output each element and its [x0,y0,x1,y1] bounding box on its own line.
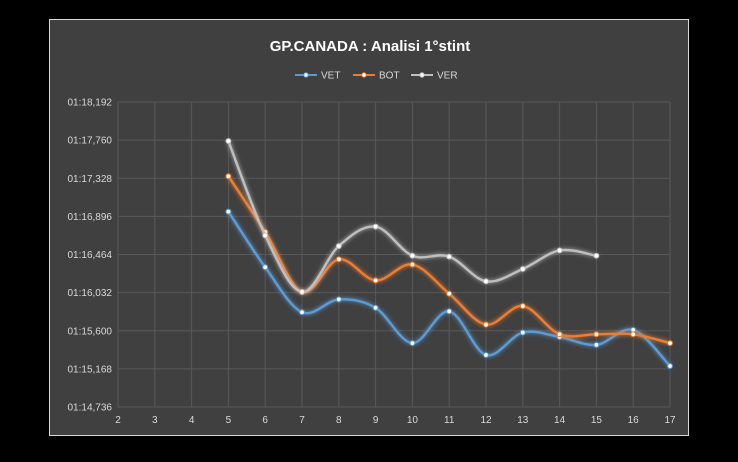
x-tick-label: 16 [628,415,640,426]
x-tick-label: 3 [152,415,158,426]
y-tick-label: 01:16,032 [68,288,113,299]
data-point-ver [593,252,600,259]
x-tick-label: 5 [226,415,232,426]
x-tick-label: 15 [591,415,603,426]
data-point-vet [519,329,526,336]
legend-marker-vet [303,72,309,78]
data-point-vet [409,340,416,347]
data-point-bot [519,303,526,309]
data-point-ver [335,243,342,249]
legend-label-ver: VER [437,71,458,82]
x-tick-label: 8 [336,415,342,426]
legend-label-bot: BOT [379,71,400,82]
legend: VET BOT VER [295,71,458,82]
y-tick-label: 01:17,760 [68,136,113,147]
data-point-ver [299,289,305,295]
series-ver [225,138,600,295]
data-point-bot [483,321,489,328]
data-point-vet [335,296,342,303]
data-point-ver [372,223,379,230]
data-point-vet [372,304,379,311]
x-tick-label: 6 [262,415,268,426]
data-point-bot [409,261,416,268]
data-point-bot [335,256,342,263]
x-tick-label: 7 [299,415,305,426]
x-tick-label: 2 [115,415,121,426]
y-tick-label: 01:15,600 [68,326,113,337]
series-vet [225,208,673,369]
x-tick-label: 4 [189,415,195,426]
x-tick-label: 17 [664,415,676,426]
x-tick-label: 13 [517,415,529,426]
data-point-bot [667,340,673,347]
data-point-ver [409,252,416,259]
data-point-bot [630,331,637,338]
y-tick-label: 01:15,168 [68,364,113,375]
legend-label-vet: VET [321,71,340,82]
x-tick-label: 9 [373,415,379,426]
data-point-ver [519,266,526,272]
data-point-vet [299,309,305,316]
data-point-vet [593,341,600,348]
chart-area: 01:14,736 01:15,168 01:15,600 01:16,032 01:1… [49,19,689,436]
y-tick-label: 01:17,328 [68,174,113,185]
data-point-bot [372,277,379,284]
y-tick-label: 01:16,896 [68,212,113,223]
data-point-vet [262,264,269,271]
x-tick-label: 14 [554,415,566,426]
series-line-ver [227,139,598,294]
y-tick-label: 01:18,192 [68,98,113,109]
x-tick-label: 11 [444,415,455,426]
x-tick-label: 12 [480,415,492,426]
legend-marker-ver [419,72,425,78]
data-point-ver [225,138,232,144]
data-point-ver [556,247,563,254]
data-point-ver [262,232,269,239]
legend-item-ver: VER [411,71,458,82]
x-tick-label: 10 [407,415,419,426]
data-point-ver [446,253,453,260]
data-point-vet [446,308,453,315]
data-point-ver [483,278,489,285]
data-point-vet [225,208,232,215]
chart-title: GP.CANADA : Analisi 1°stint [270,38,470,55]
data-point-bot [446,290,453,297]
y-tick-label: 01:14,736 [68,403,113,414]
data-point-vet [483,352,489,358]
data-point-bot [593,331,600,338]
legend-item-vet: VET [295,71,340,82]
data-point-vet [667,363,673,369]
legend-marker-bot [361,72,367,78]
data-point-bot [556,331,563,338]
line-chart: 01:14,736 01:15,168 01:15,600 01:16,032 01:1… [68,38,676,426]
data-point-bot [225,173,232,180]
legend-item-bot: BOT [353,71,400,82]
y-tick-label: 01:16,464 [68,250,113,261]
